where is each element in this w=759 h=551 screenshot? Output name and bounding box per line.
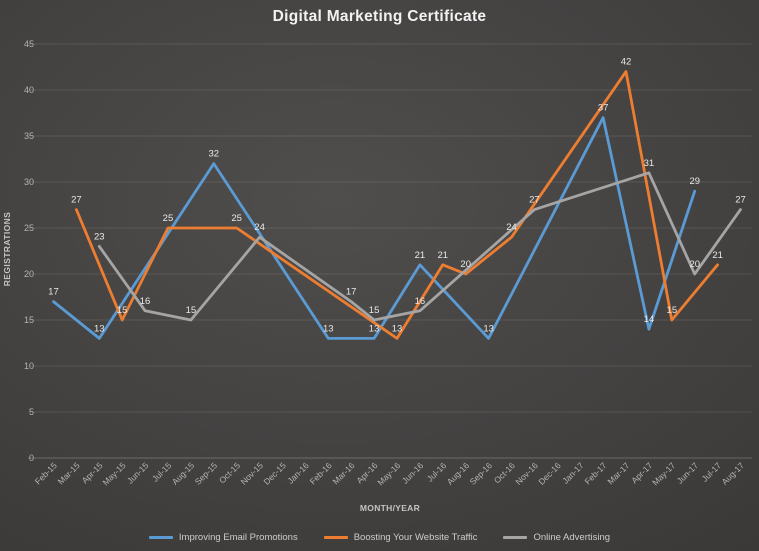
data-label-boosting-your-website-traffic: 15 <box>117 305 128 316</box>
x-tick-label: Feb-15 <box>33 460 59 486</box>
x-axis-title: MONTH/YEAR <box>0 503 759 513</box>
legend-item-improving-email-promotions: Improving Email Promotions <box>149 532 298 543</box>
data-label-improving-email-promotions: 13 <box>369 323 380 334</box>
x-tick-label: Mar-16 <box>330 460 356 486</box>
data-label-improving-email-promotions: 32 <box>208 149 219 160</box>
data-label-improving-email-promotions: 13 <box>323 323 334 334</box>
data-label-online-advertising: 17 <box>346 287 357 298</box>
data-label-online-advertising: 16 <box>140 296 151 307</box>
data-label-online-advertising: 31 <box>644 158 655 169</box>
legend-swatch-boosting-your-website-traffic-icon <box>324 536 348 539</box>
data-label-online-advertising: 24 <box>254 222 265 233</box>
y-tick-label: 35 <box>24 131 34 141</box>
data-label-online-advertising: 16 <box>415 296 426 307</box>
legend-swatch-online-advertising-icon <box>503 536 527 539</box>
x-tick-label: Dec-16 <box>536 460 563 487</box>
legend-label: Improving Email Promotions <box>179 532 298 543</box>
data-label-boosting-your-website-traffic: 15 <box>667 305 678 316</box>
data-label-improving-email-promotions: 14 <box>644 314 655 325</box>
data-label-improving-email-promotions: 13 <box>483 323 494 334</box>
data-label-online-advertising: 27 <box>735 195 746 206</box>
legend: Improving Email Promotions Boosting Your … <box>0 532 759 543</box>
x-tick-label: Nov-15 <box>239 460 266 487</box>
x-tick-label: May-16 <box>375 460 402 487</box>
y-tick-label: 25 <box>24 223 34 233</box>
legend-label: Online Advertising <box>533 532 610 543</box>
data-label-improving-email-promotions: 13 <box>94 323 105 334</box>
y-tick-label: 0 <box>29 453 34 463</box>
x-tick-label: Jun-15 <box>125 460 151 486</box>
data-label-improving-email-promotions: 37 <box>598 103 609 114</box>
legend-item-boosting-your-website-traffic: Boosting Your Website Traffic <box>324 532 478 543</box>
x-tick-label: Dec-15 <box>261 460 288 487</box>
data-label-boosting-your-website-traffic: 42 <box>621 57 632 68</box>
data-label-boosting-your-website-traffic: 25 <box>231 213 242 224</box>
x-tick-label: Feb-16 <box>308 460 334 486</box>
x-tick-label: May-15 <box>100 460 127 487</box>
data-label-improving-email-promotions: 21 <box>415 250 426 261</box>
y-tick-label: 30 <box>24 177 34 187</box>
x-tick-label: Jun-17 <box>675 460 701 486</box>
plot-area: 051015202530354045Feb-15Mar-15Apr-15May-… <box>0 0 759 551</box>
x-tick-label: Sep-16 <box>468 460 495 487</box>
x-tick-label: Sep-15 <box>193 460 220 487</box>
x-tick-label: Aug-15 <box>170 460 197 487</box>
x-tick-label: May-17 <box>650 460 677 487</box>
data-label-online-advertising: 20 <box>689 259 700 270</box>
x-tick-label: Jun-16 <box>400 460 426 486</box>
x-tick-label: Mar-15 <box>56 460 82 486</box>
data-label-online-advertising: 23 <box>94 231 105 242</box>
x-tick-label: Jan-17 <box>560 460 586 486</box>
x-tick-label: Mar-17 <box>605 460 631 486</box>
x-tick-label: Oct-16 <box>492 460 517 485</box>
y-tick-label: 20 <box>24 269 34 279</box>
data-label-boosting-your-website-traffic: 13 <box>392 323 403 334</box>
y-tick-label: 15 <box>24 315 34 325</box>
x-tick-label: Feb-17 <box>582 460 608 486</box>
data-label-online-advertising: 15 <box>369 305 380 316</box>
data-label-boosting-your-website-traffic: 20 <box>460 259 471 270</box>
y-tick-label: 5 <box>29 407 34 417</box>
data-label-boosting-your-website-traffic: 25 <box>163 213 174 224</box>
y-tick-label: 40 <box>24 85 34 95</box>
data-label-improving-email-promotions: 17 <box>48 287 59 298</box>
data-label-boosting-your-website-traffic: 21 <box>438 250 449 261</box>
x-tick-label: Aug-17 <box>720 460 747 487</box>
x-tick-label: Oct-15 <box>217 460 242 485</box>
data-label-improving-email-promotions: 29 <box>689 176 700 187</box>
x-tick-label: Nov-16 <box>513 460 540 487</box>
data-label-online-advertising: 27 <box>529 195 540 206</box>
data-label-online-advertising: 15 <box>186 305 197 316</box>
data-label-boosting-your-website-traffic: 21 <box>712 250 723 261</box>
y-tick-label: 10 <box>24 361 34 371</box>
legend-label: Boosting Your Website Traffic <box>354 532 478 543</box>
data-label-boosting-your-website-traffic: 27 <box>71 195 82 206</box>
chart-canvas: Digital Marketing Certificate 0510152025… <box>0 0 759 551</box>
x-tick-label: Aug-16 <box>445 460 472 487</box>
x-tick-label: Jan-16 <box>285 460 311 486</box>
legend-item-online-advertising: Online Advertising <box>503 532 610 543</box>
data-label-boosting-your-website-traffic: 24 <box>506 222 517 233</box>
y-axis-title: REGISTRATIONS <box>2 129 12 369</box>
legend-swatch-improving-email-promotions-icon <box>149 536 173 539</box>
y-tick-label: 45 <box>24 39 34 49</box>
